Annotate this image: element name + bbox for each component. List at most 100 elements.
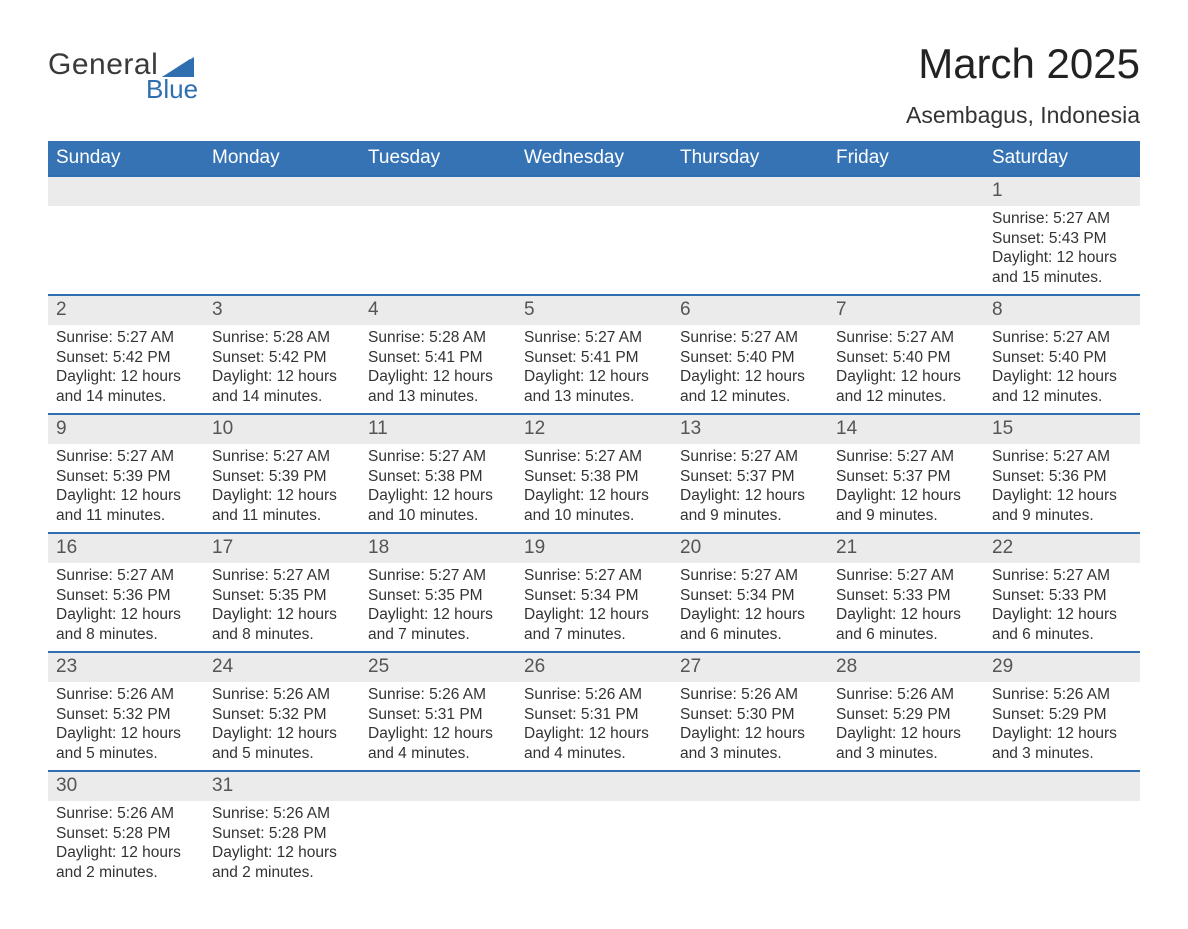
- weekday-saturday: Saturday: [984, 141, 1140, 176]
- day-body: Sunrise: 5:27 AMSunset: 5:43 PMDaylight:…: [984, 206, 1140, 294]
- day-number: 21: [828, 534, 984, 563]
- day-body: [672, 801, 828, 810]
- calendar-week: 30Sunrise: 5:26 AMSunset: 5:28 PMDayligh…: [48, 771, 1140, 889]
- daylight-line-1: Daylight: 12 hours: [368, 605, 508, 625]
- calendar-cell: 27Sunrise: 5:26 AMSunset: 5:30 PMDayligh…: [672, 652, 828, 771]
- brand-logo: General Blue: [48, 48, 198, 105]
- calendar-cell: 11Sunrise: 5:27 AMSunset: 5:38 PMDayligh…: [360, 414, 516, 533]
- day-body: Sunrise: 5:27 AMSunset: 5:37 PMDaylight:…: [828, 444, 984, 532]
- daylight-line-1: Daylight: 12 hours: [992, 248, 1132, 268]
- day-body: Sunrise: 5:27 AMSunset: 5:36 PMDaylight:…: [48, 563, 204, 651]
- sunset-line: Sunset: 5:40 PM: [680, 348, 820, 368]
- sunset-line: Sunset: 5:38 PM: [368, 467, 508, 487]
- day-number: 1: [984, 177, 1140, 206]
- day-body: [828, 206, 984, 215]
- sunrise-line: Sunrise: 5:26 AM: [680, 685, 820, 705]
- daylight-line-1: Daylight: 12 hours: [836, 724, 976, 744]
- daylight-line-1: Daylight: 12 hours: [680, 605, 820, 625]
- sunrise-line: Sunrise: 5:27 AM: [212, 566, 352, 586]
- calendar-cell: [516, 176, 672, 295]
- day-body: Sunrise: 5:27 AMSunset: 5:34 PMDaylight:…: [516, 563, 672, 651]
- daylight-line-1: Daylight: 12 hours: [212, 843, 352, 863]
- day-body: Sunrise: 5:27 AMSunset: 5:34 PMDaylight:…: [672, 563, 828, 651]
- calendar-week: 1Sunrise: 5:27 AMSunset: 5:43 PMDaylight…: [48, 176, 1140, 295]
- day-body: Sunrise: 5:27 AMSunset: 5:33 PMDaylight:…: [984, 563, 1140, 651]
- sunrise-line: Sunrise: 5:26 AM: [212, 804, 352, 824]
- day-body: [672, 206, 828, 215]
- calendar-cell: 18Sunrise: 5:27 AMSunset: 5:35 PMDayligh…: [360, 533, 516, 652]
- sunset-line: Sunset: 5:32 PM: [212, 705, 352, 725]
- daylight-line-2: and 13 minutes.: [524, 387, 664, 407]
- day-body: Sunrise: 5:26 AMSunset: 5:29 PMDaylight:…: [984, 682, 1140, 770]
- day-body: Sunrise: 5:27 AMSunset: 5:38 PMDaylight:…: [360, 444, 516, 532]
- calendar-cell: 4Sunrise: 5:28 AMSunset: 5:41 PMDaylight…: [360, 295, 516, 414]
- sunrise-line: Sunrise: 5:27 AM: [992, 328, 1132, 348]
- sunset-line: Sunset: 5:39 PM: [56, 467, 196, 487]
- sunrise-line: Sunrise: 5:27 AM: [836, 447, 976, 467]
- daylight-line-2: and 10 minutes.: [368, 506, 508, 526]
- sunrise-line: Sunrise: 5:26 AM: [56, 685, 196, 705]
- daylight-line-1: Daylight: 12 hours: [368, 724, 508, 744]
- sunset-line: Sunset: 5:35 PM: [368, 586, 508, 606]
- day-body: [360, 801, 516, 810]
- day-number: 25: [360, 653, 516, 682]
- calendar-cell: 23Sunrise: 5:26 AMSunset: 5:32 PMDayligh…: [48, 652, 204, 771]
- calendar-week: 2Sunrise: 5:27 AMSunset: 5:42 PMDaylight…: [48, 295, 1140, 414]
- day-number: [48, 177, 204, 206]
- day-body: Sunrise: 5:26 AMSunset: 5:30 PMDaylight:…: [672, 682, 828, 770]
- sunrise-line: Sunrise: 5:27 AM: [212, 447, 352, 467]
- day-number: 10: [204, 415, 360, 444]
- sunset-line: Sunset: 5:35 PM: [212, 586, 352, 606]
- daylight-line-1: Daylight: 12 hours: [56, 367, 196, 387]
- sunset-line: Sunset: 5:41 PM: [368, 348, 508, 368]
- day-body: Sunrise: 5:26 AMSunset: 5:31 PMDaylight:…: [516, 682, 672, 770]
- daylight-line-1: Daylight: 12 hours: [212, 486, 352, 506]
- calendar-cell: 21Sunrise: 5:27 AMSunset: 5:33 PMDayligh…: [828, 533, 984, 652]
- daylight-line-1: Daylight: 12 hours: [836, 605, 976, 625]
- calendar-cell: 12Sunrise: 5:27 AMSunset: 5:38 PMDayligh…: [516, 414, 672, 533]
- calendar-cell: [48, 176, 204, 295]
- day-number: 28: [828, 653, 984, 682]
- daylight-line-2: and 2 minutes.: [212, 863, 352, 883]
- day-number: 20: [672, 534, 828, 563]
- sunset-line: Sunset: 5:34 PM: [680, 586, 820, 606]
- day-body: Sunrise: 5:27 AMSunset: 5:39 PMDaylight:…: [48, 444, 204, 532]
- day-number: 7: [828, 296, 984, 325]
- day-body: Sunrise: 5:27 AMSunset: 5:40 PMDaylight:…: [828, 325, 984, 413]
- day-number: 22: [984, 534, 1140, 563]
- sunset-line: Sunset: 5:29 PM: [992, 705, 1132, 725]
- daylight-line-2: and 6 minutes.: [836, 625, 976, 645]
- sunrise-line: Sunrise: 5:26 AM: [56, 804, 196, 824]
- calendar-cell: 15Sunrise: 5:27 AMSunset: 5:36 PMDayligh…: [984, 414, 1140, 533]
- daylight-line-1: Daylight: 12 hours: [56, 605, 196, 625]
- day-body: Sunrise: 5:27 AMSunset: 5:35 PMDaylight:…: [204, 563, 360, 651]
- daylight-line-2: and 15 minutes.: [992, 268, 1132, 288]
- sunset-line: Sunset: 5:37 PM: [680, 467, 820, 487]
- daylight-line-2: and 6 minutes.: [992, 625, 1132, 645]
- day-number: 13: [672, 415, 828, 444]
- sunset-line: Sunset: 5:28 PM: [56, 824, 196, 844]
- daylight-line-2: and 11 minutes.: [212, 506, 352, 526]
- daylight-line-2: and 14 minutes.: [56, 387, 196, 407]
- day-body: Sunrise: 5:26 AMSunset: 5:32 PMDaylight:…: [204, 682, 360, 770]
- daylight-line-2: and 2 minutes.: [56, 863, 196, 883]
- day-body: Sunrise: 5:27 AMSunset: 5:42 PMDaylight:…: [48, 325, 204, 413]
- day-body: [828, 801, 984, 810]
- daylight-line-1: Daylight: 12 hours: [56, 486, 196, 506]
- calendar-cell: 19Sunrise: 5:27 AMSunset: 5:34 PMDayligh…: [516, 533, 672, 652]
- sunrise-line: Sunrise: 5:27 AM: [56, 328, 196, 348]
- daylight-line-1: Daylight: 12 hours: [524, 724, 664, 744]
- day-number: 3: [204, 296, 360, 325]
- day-body: Sunrise: 5:26 AMSunset: 5:32 PMDaylight:…: [48, 682, 204, 770]
- sunrise-line: Sunrise: 5:27 AM: [680, 447, 820, 467]
- sunrise-line: Sunrise: 5:27 AM: [524, 566, 664, 586]
- daylight-line-2: and 7 minutes.: [368, 625, 508, 645]
- day-number: 11: [360, 415, 516, 444]
- weekday-tuesday: Tuesday: [360, 141, 516, 176]
- calendar-cell: 24Sunrise: 5:26 AMSunset: 5:32 PMDayligh…: [204, 652, 360, 771]
- sunset-line: Sunset: 5:37 PM: [836, 467, 976, 487]
- sunset-line: Sunset: 5:36 PM: [56, 586, 196, 606]
- daylight-line-2: and 11 minutes.: [56, 506, 196, 526]
- calendar-cell: 9Sunrise: 5:27 AMSunset: 5:39 PMDaylight…: [48, 414, 204, 533]
- weekday-sunday: Sunday: [48, 141, 204, 176]
